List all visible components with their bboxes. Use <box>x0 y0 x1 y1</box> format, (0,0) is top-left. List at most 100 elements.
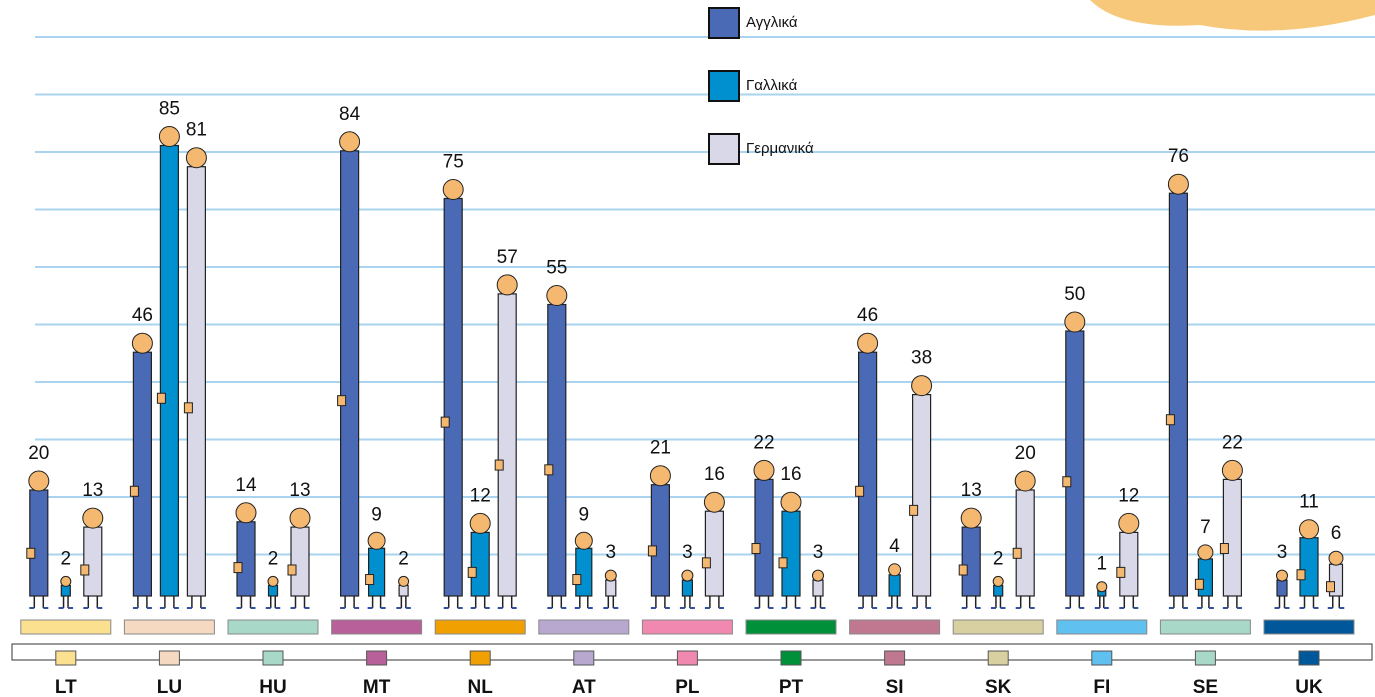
bar <box>812 579 824 597</box>
figure: 9 <box>572 504 593 609</box>
bar <box>781 510 801 597</box>
value-label: 3 <box>813 542 824 563</box>
hand <box>287 564 297 576</box>
figure: 1 <box>1094 554 1109 609</box>
head <box>753 459 775 481</box>
hand <box>855 485 865 497</box>
category-band <box>1263 619 1355 635</box>
value-label: 50 <box>1064 284 1085 305</box>
hand <box>183 402 193 414</box>
head <box>267 575 279 587</box>
hand <box>494 459 504 471</box>
bar <box>398 584 409 597</box>
value-label: 46 <box>132 305 153 326</box>
bar <box>1015 489 1035 597</box>
hand <box>1326 581 1335 593</box>
value-label: 20 <box>28 443 49 464</box>
figure: 20 <box>1012 443 1036 609</box>
hand <box>909 504 919 516</box>
legend-swatch <box>708 70 740 102</box>
figure: 13 <box>287 480 311 609</box>
value-label: 21 <box>650 438 671 459</box>
hand <box>1219 543 1229 555</box>
head <box>911 375 933 397</box>
figure: 2 <box>265 548 281 609</box>
category-swatch <box>884 650 906 666</box>
bar <box>911 394 932 597</box>
figure: 6 <box>1326 523 1345 609</box>
hand <box>233 562 243 574</box>
category-band <box>952 619 1044 635</box>
category-label: HU <box>259 677 286 697</box>
head <box>574 531 593 550</box>
value-label: 3 <box>1277 542 1288 563</box>
bar <box>961 526 981 597</box>
figure: 2 <box>58 548 74 609</box>
head <box>339 131 361 153</box>
value-label: 2 <box>268 548 279 569</box>
category-label: LT <box>55 677 77 697</box>
bar <box>1276 579 1288 597</box>
value-label: 13 <box>961 480 982 501</box>
bar <box>754 478 774 597</box>
bar <box>1065 330 1085 597</box>
category-label: UK <box>1295 677 1323 697</box>
hand <box>1165 414 1175 426</box>
value-label: 16 <box>704 464 725 485</box>
hand <box>1194 578 1204 590</box>
category-swatch <box>676 650 698 666</box>
figure: 11 <box>1296 492 1319 609</box>
figure: 13 <box>80 480 103 609</box>
figure: 46 <box>855 305 878 609</box>
head <box>703 491 725 513</box>
category-label: AT <box>572 677 596 697</box>
figure: 16 <box>701 464 725 609</box>
figure: 3 <box>1274 542 1290 609</box>
category-label: PL <box>675 677 700 697</box>
category-swatch <box>1194 650 1216 666</box>
category-label: SI <box>886 677 904 697</box>
value-label: 3 <box>682 542 693 563</box>
category-band <box>20 619 112 635</box>
category-band <box>641 619 733 635</box>
bar <box>29 489 49 597</box>
bar <box>132 351 152 597</box>
figure: 55 <box>544 258 567 609</box>
head <box>131 332 153 354</box>
head <box>185 147 207 169</box>
figure: 7 <box>1194 517 1214 609</box>
head <box>604 569 617 582</box>
value-label: 46 <box>857 305 878 326</box>
head <box>1096 581 1108 593</box>
hand <box>778 557 788 569</box>
hand <box>1062 476 1072 488</box>
category-label: LU <box>157 677 182 697</box>
figure: 2 <box>396 548 411 609</box>
figure: 12 <box>1116 485 1139 609</box>
figure: 84 <box>337 104 361 609</box>
bar <box>340 150 360 597</box>
value-label: 1 <box>1097 554 1108 575</box>
head <box>1064 311 1086 333</box>
bar <box>290 526 310 597</box>
figure: 20 <box>26 443 49 609</box>
bar <box>497 293 517 597</box>
head <box>681 569 694 582</box>
category-label: SK <box>985 677 1012 697</box>
head <box>469 512 491 534</box>
category-band <box>123 619 215 635</box>
hand <box>1296 569 1306 581</box>
bar <box>650 484 671 597</box>
value-label: 9 <box>371 504 382 525</box>
category-label: SE <box>1193 677 1218 697</box>
bar <box>1299 537 1319 597</box>
bar <box>1119 531 1139 597</box>
hand <box>1012 547 1022 559</box>
category-swatch <box>1298 650 1320 666</box>
figure: 14 <box>233 475 257 609</box>
bar <box>1197 558 1214 597</box>
category-label: MT <box>363 677 391 697</box>
category-swatch <box>55 650 77 666</box>
category-swatch <box>158 650 180 666</box>
